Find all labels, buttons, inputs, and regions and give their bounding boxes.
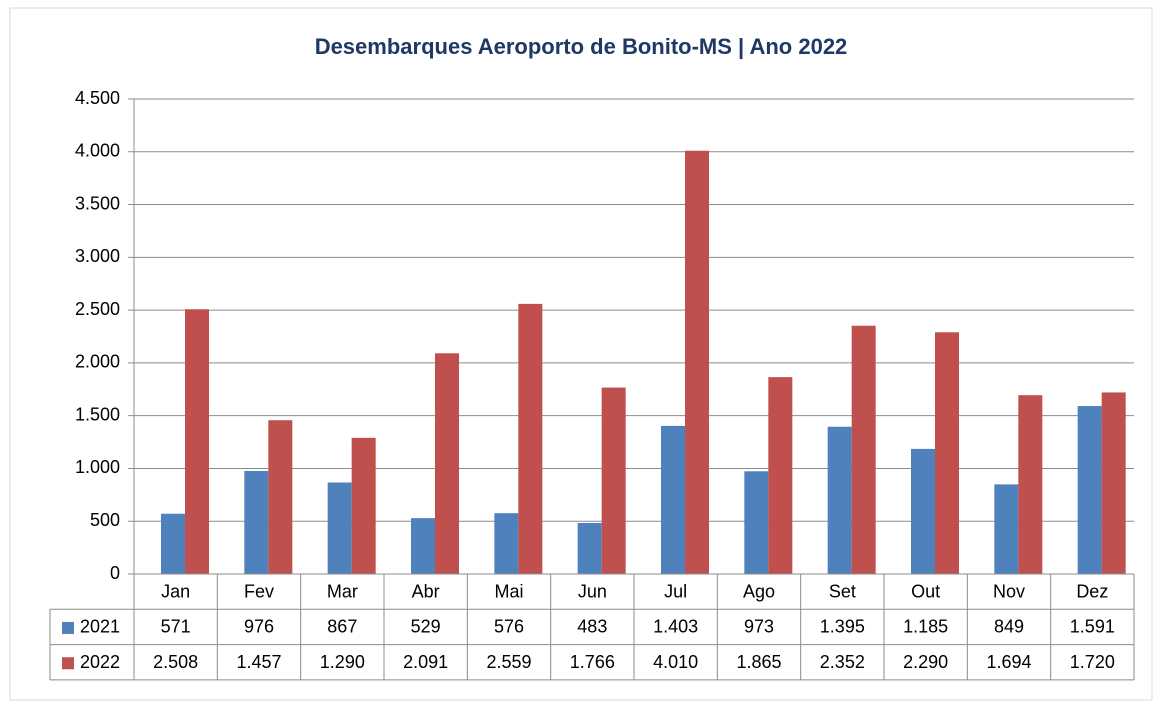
y-tick-label: 4.000 bbox=[75, 141, 120, 161]
y-tick-label: 0 bbox=[110, 563, 120, 583]
x-tick-label: Out bbox=[911, 581, 940, 601]
value-label: 867 bbox=[327, 617, 357, 637]
x-tick-label: Nov bbox=[993, 581, 1025, 601]
bar bbox=[161, 513, 185, 574]
bar bbox=[744, 471, 769, 574]
value-label: 1.290 bbox=[320, 652, 365, 672]
bar bbox=[577, 523, 602, 574]
x-tick-label: Ago bbox=[743, 581, 775, 601]
bar bbox=[411, 518, 435, 574]
bar bbox=[851, 325, 876, 574]
x-tick-label: Mai bbox=[494, 581, 523, 601]
x-tick-label: Jul bbox=[664, 581, 687, 601]
value-label: 973 bbox=[744, 617, 774, 637]
chart-title: Desembarques Aeroporto de Bonito-MS | An… bbox=[315, 34, 848, 59]
bar bbox=[244, 470, 269, 574]
x-tick-label: Jan bbox=[161, 581, 190, 601]
value-label: 2.508 bbox=[153, 652, 198, 672]
bar bbox=[351, 437, 376, 574]
bar bbox=[827, 426, 852, 574]
bar bbox=[268, 420, 293, 574]
x-tick-label: Mar bbox=[327, 581, 358, 601]
bar bbox=[327, 482, 352, 574]
x-tick-label: Fev bbox=[244, 581, 274, 601]
bar bbox=[994, 484, 1019, 574]
value-label: 1.766 bbox=[570, 652, 615, 672]
bar bbox=[1101, 392, 1126, 574]
x-tick-label: Set bbox=[829, 581, 856, 601]
y-tick-label: 500 bbox=[90, 510, 120, 530]
y-tick-label: 2.000 bbox=[75, 352, 120, 372]
value-label: 1.694 bbox=[986, 652, 1031, 672]
legend-swatch bbox=[62, 657, 74, 670]
bar bbox=[435, 353, 459, 574]
value-label: 529 bbox=[411, 617, 441, 637]
y-tick-label: 2.500 bbox=[75, 299, 120, 319]
legend-label: 2022 bbox=[80, 652, 120, 672]
bar bbox=[685, 150, 709, 574]
bar bbox=[518, 303, 543, 574]
value-label: 2.091 bbox=[403, 652, 448, 672]
bar bbox=[768, 377, 793, 574]
bar bbox=[601, 387, 626, 574]
legend-label: 2021 bbox=[80, 617, 120, 637]
bar bbox=[1077, 406, 1102, 574]
value-label: 571 bbox=[161, 617, 191, 637]
y-tick-label: 1.500 bbox=[75, 404, 120, 424]
value-label: 1.395 bbox=[820, 617, 865, 637]
x-tick-label: Dez bbox=[1076, 581, 1108, 601]
value-label: 1.720 bbox=[1070, 652, 1115, 672]
bar bbox=[1018, 395, 1043, 574]
bar bbox=[494, 513, 519, 574]
y-tick-label: 3.000 bbox=[75, 246, 120, 266]
value-label: 1.185 bbox=[903, 617, 948, 637]
value-label: 2.290 bbox=[903, 652, 948, 672]
value-label: 976 bbox=[244, 617, 274, 637]
value-label: 849 bbox=[994, 617, 1024, 637]
value-label: 4.010 bbox=[653, 652, 698, 672]
legend-swatch bbox=[62, 621, 74, 634]
value-label: 1.403 bbox=[653, 617, 698, 637]
y-tick-label: 4.500 bbox=[75, 88, 120, 108]
x-tick-label: Abr bbox=[412, 581, 440, 601]
value-label: 2.352 bbox=[820, 652, 865, 672]
bar bbox=[911, 448, 935, 574]
bar bbox=[185, 309, 209, 574]
value-label: 1.591 bbox=[1070, 617, 1115, 637]
value-label: 576 bbox=[494, 617, 524, 637]
value-label: 1.865 bbox=[736, 652, 781, 672]
value-label: 483 bbox=[577, 617, 607, 637]
x-tick-label: Jun bbox=[578, 581, 607, 601]
value-label: 1.457 bbox=[236, 652, 281, 672]
y-tick-label: 3.500 bbox=[75, 193, 120, 213]
y-tick-label: 1.000 bbox=[75, 457, 120, 477]
value-label: 2.559 bbox=[486, 652, 531, 672]
bar bbox=[661, 425, 685, 574]
bar bbox=[935, 332, 959, 574]
